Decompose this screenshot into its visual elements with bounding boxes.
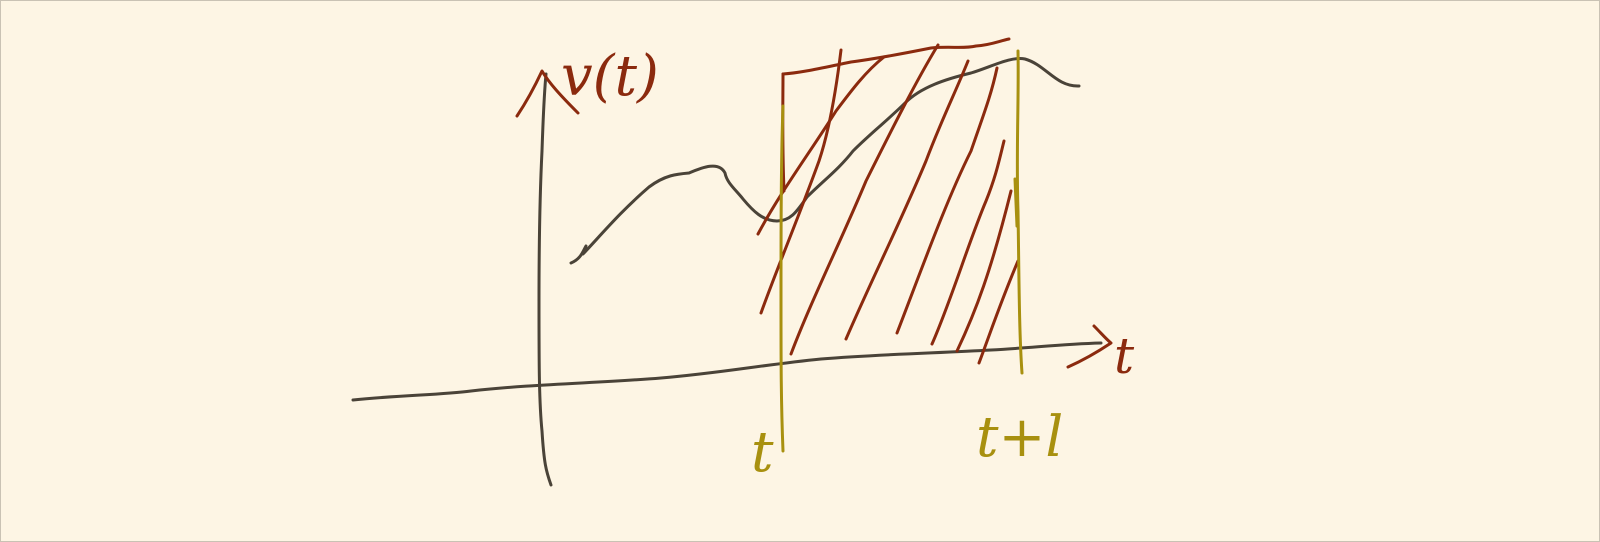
interval-end-label: t+l [976, 405, 1063, 470]
area-top-boundary [781, 37, 1011, 76]
hatch-line [756, 55, 886, 236]
x-axis-label: t [1114, 327, 1135, 385]
hatch-line [844, 59, 970, 341]
hatch-line [789, 43, 940, 356]
area-hatching [756, 43, 1020, 365]
y-axis-arrowhead [515, 69, 580, 118]
interval-start-line [779, 104, 785, 453]
interval-start-label: t [751, 420, 774, 485]
x-axis-line [351, 341, 1103, 402]
interval-end-line [1013, 49, 1024, 375]
hatch-line [930, 139, 1006, 346]
hatch-line [895, 66, 999, 335]
hatch-line [977, 259, 1020, 365]
x-axis-arrowhead [1066, 324, 1113, 369]
hatch-line [759, 48, 843, 315]
function-curve [569, 57, 1081, 265]
y-axis-line [537, 72, 553, 487]
y-axis-label: v(t) [561, 44, 659, 109]
hatch-line [955, 189, 1013, 353]
